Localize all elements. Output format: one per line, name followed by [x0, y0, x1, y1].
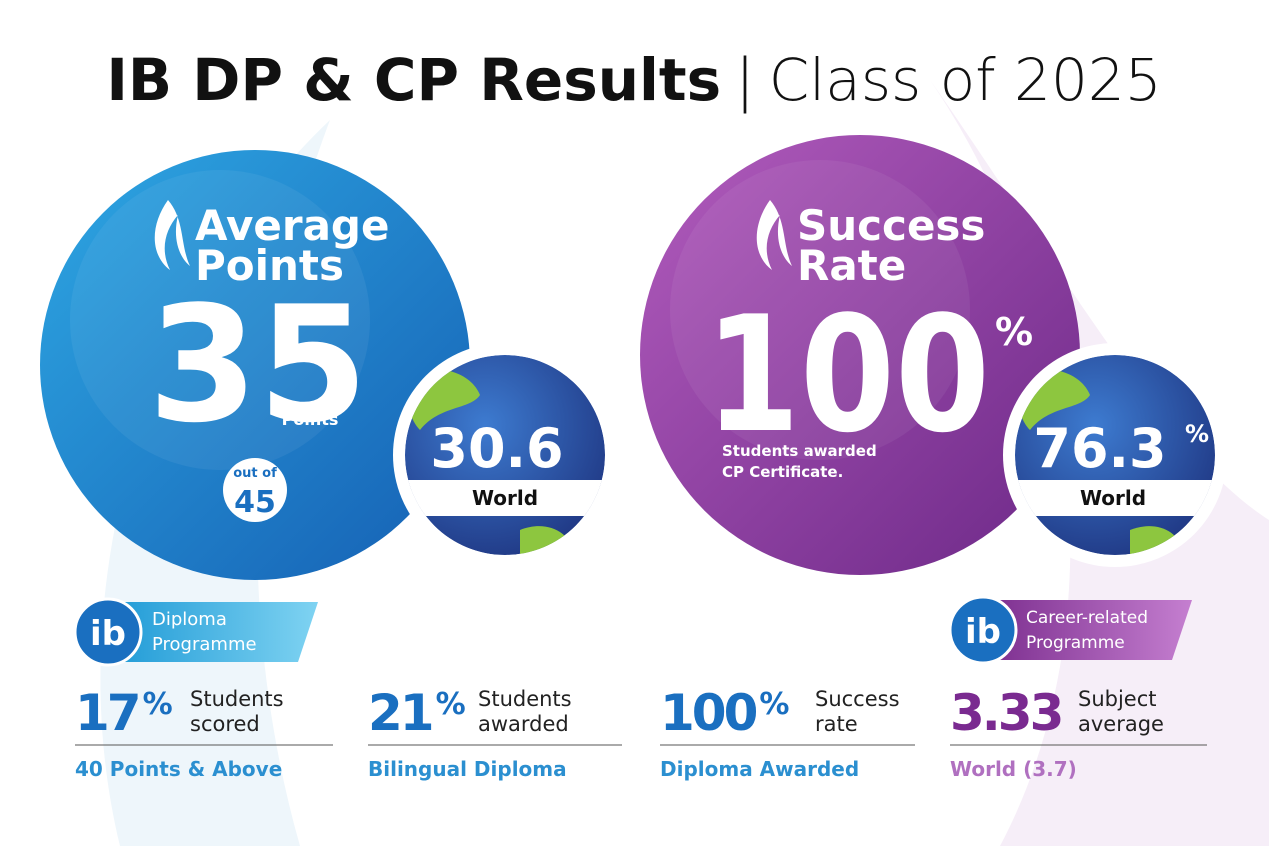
ib-logo	[948, 595, 1018, 665]
stat-unit: %	[759, 687, 789, 722]
title: IB DP & CP Results | Class of 2025	[106, 46, 1161, 114]
flame-icon	[756, 200, 792, 270]
caption: CP Certificate.	[722, 463, 843, 481]
stat-caption: 40 Points & Above	[75, 757, 282, 781]
title-separator: |	[735, 46, 755, 114]
stat-number: 3.33	[950, 684, 1061, 742]
out-of-label: out of	[233, 466, 277, 481]
stat-text: awarded	[478, 712, 569, 736]
stat-number: 100	[660, 684, 757, 742]
stat-unit: %	[436, 687, 466, 722]
big-value: 35	[148, 271, 368, 458]
stat-value: 21%	[368, 684, 466, 742]
ib-logo-text: ib	[965, 612, 1001, 652]
circle-shade	[670, 160, 970, 460]
stat-number: 21	[368, 684, 432, 742]
world-label: World	[1080, 486, 1146, 510]
heading: Points	[195, 241, 344, 290]
stat-value: 100%	[660, 684, 789, 742]
world-unit: %	[1185, 420, 1209, 448]
out-of-badge	[223, 458, 287, 522]
stat-number: 17	[75, 684, 139, 742]
flame-icon	[154, 200, 190, 270]
stat-text: rate	[815, 712, 858, 736]
programme-name: Career-related	[1026, 608, 1148, 628]
title-main: IB DP & CP Results	[106, 46, 721, 114]
success-circle	[640, 135, 1080, 575]
big-value: 100	[705, 281, 990, 468]
stat-text: average	[1078, 712, 1164, 736]
programme-name: Programme	[1026, 633, 1125, 653]
value-unit: Points	[282, 410, 339, 429]
world-value: 76.3	[1033, 417, 1166, 480]
stat-caption: Diploma Awarded	[660, 757, 859, 781]
stat-text: Success	[815, 687, 900, 711]
ib-logo	[73, 597, 143, 667]
stat-caption: Bilingual Diploma	[368, 757, 567, 781]
programme-banner	[110, 602, 318, 662]
stat-text: scored	[190, 712, 260, 736]
stat-text: Subject	[1078, 687, 1157, 711]
heading: Rate	[797, 241, 906, 290]
world-label: World	[472, 486, 538, 510]
stat-text: Students	[478, 687, 572, 711]
globe-band	[1015, 480, 1215, 516]
globe	[1015, 355, 1215, 555]
globe-band	[405, 480, 605, 516]
programme-name: Programme	[152, 634, 257, 655]
stat-text: Students	[190, 687, 284, 711]
heading: Average	[195, 201, 389, 250]
title-sub: Class of 2025	[769, 46, 1162, 114]
stat-caption: World (3.7)	[950, 757, 1077, 781]
out-of-value: 45	[234, 485, 276, 520]
stat-value: 3.33	[950, 684, 1061, 742]
world-value: 30.6	[430, 417, 563, 480]
programme-name: Diploma	[152, 609, 227, 630]
stat-unit: %	[143, 687, 173, 722]
points-circle	[40, 150, 470, 580]
heading: Success	[797, 201, 985, 250]
circle-shade	[70, 170, 370, 470]
programme-banner	[985, 600, 1192, 660]
caption: Students awarded	[722, 442, 877, 460]
ib-logo-text: ib	[90, 614, 126, 654]
value-unit: %	[995, 310, 1033, 354]
